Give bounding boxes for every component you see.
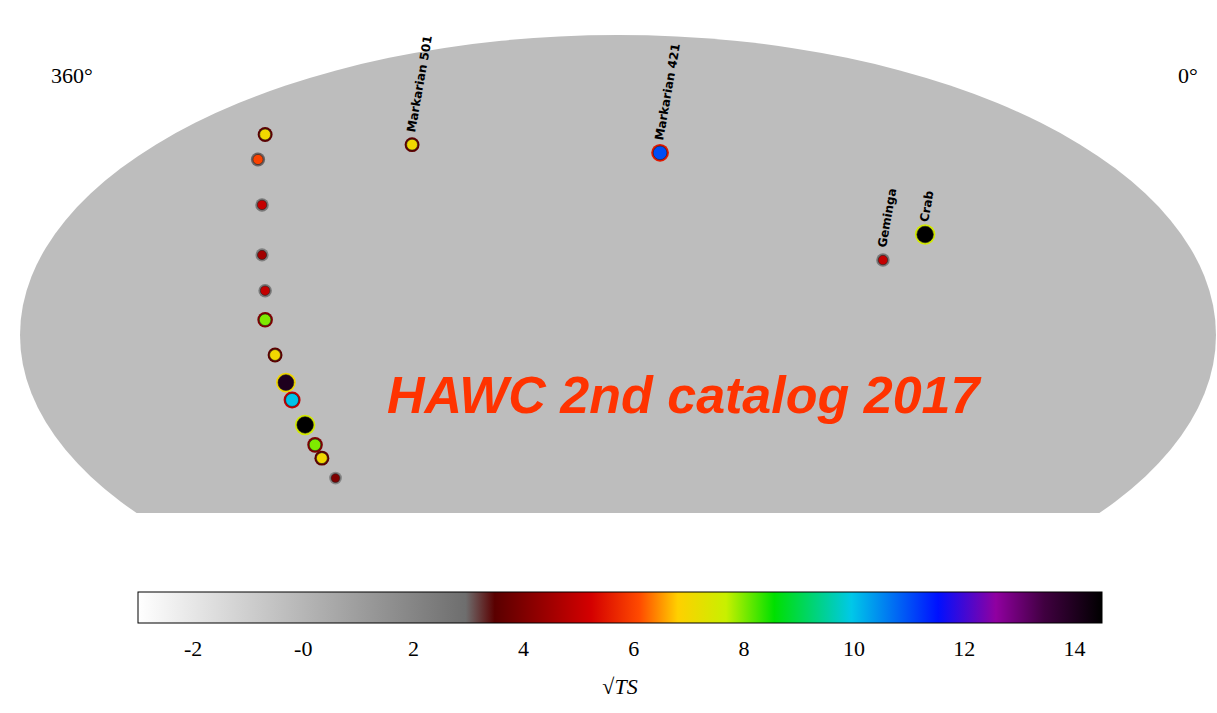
- svg-text:2: 2: [408, 636, 419, 661]
- svg-text:Geminga: Geminga: [875, 187, 899, 248]
- svg-text:√TS: √TS: [602, 674, 637, 699]
- svg-text:10: 10: [843, 636, 865, 661]
- svg-text:6: 6: [628, 636, 639, 661]
- svg-text:Markarian 501: Markarian 501: [404, 34, 435, 133]
- svg-text:8: 8: [738, 636, 749, 661]
- svg-text:Markarian 421: Markarian 421: [652, 42, 683, 141]
- svg-text:-0: -0: [294, 636, 312, 661]
- svg-text:-2: -2: [184, 636, 202, 661]
- svg-text:360°: 360°: [51, 63, 93, 88]
- svg-text:4: 4: [518, 636, 529, 661]
- svg-text:HAWC 2nd catalog 2017: HAWC 2nd catalog 2017: [387, 366, 981, 424]
- svg-text:12: 12: [953, 636, 975, 661]
- svg-text:Crab: Crab: [917, 189, 936, 223]
- svg-text:0°: 0°: [1178, 63, 1198, 88]
- svg-text:14: 14: [1063, 636, 1085, 661]
